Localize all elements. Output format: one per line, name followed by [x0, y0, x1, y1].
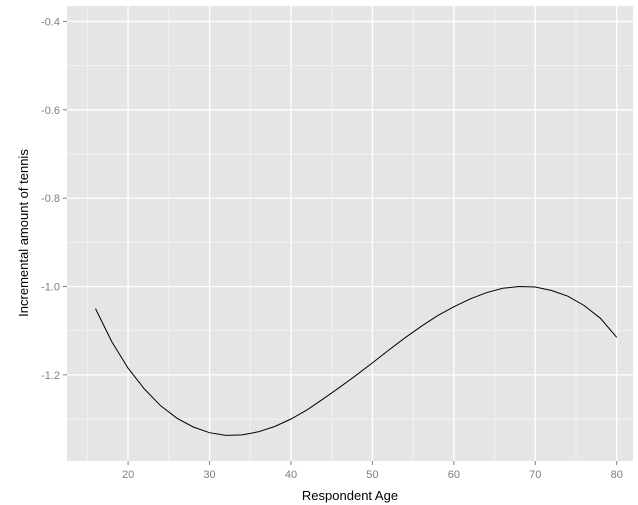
x-tick-label: 40 — [285, 469, 297, 481]
x-tick-label: 20 — [122, 469, 134, 481]
y-tick-label: -1.0 — [41, 282, 60, 294]
x-axis-title: Respondent Age — [302, 488, 398, 503]
x-tick-label: 80 — [611, 469, 623, 481]
y-axis-ticks — [63, 20, 67, 376]
y-axis-title: Incremental amount of tennis — [16, 149, 31, 317]
y-tick-label: -0.6 — [41, 105, 60, 117]
series-line — [95, 285, 618, 436]
y-tick-label: -1.2 — [41, 370, 60, 382]
minor-gridlines — [67, 6, 633, 461]
plot-panel — [67, 6, 633, 461]
x-tick-label: 50 — [366, 469, 378, 481]
y-axis-tick-labels: -1.2 -1.0 -0.8 -0.6 -0.4 — [41, 16, 60, 381]
x-axis-tick-labels: 20 30 40 50 60 70 80 — [122, 469, 623, 481]
x-axis-ticks — [127, 461, 618, 465]
major-gridlines — [67, 6, 633, 461]
x-tick-label: 70 — [529, 469, 541, 481]
y-tick-label: -0.4 — [41, 16, 60, 28]
y-tick-label: -0.8 — [41, 193, 60, 205]
x-tick-label: 30 — [203, 469, 215, 481]
x-tick-label: 60 — [448, 469, 460, 481]
